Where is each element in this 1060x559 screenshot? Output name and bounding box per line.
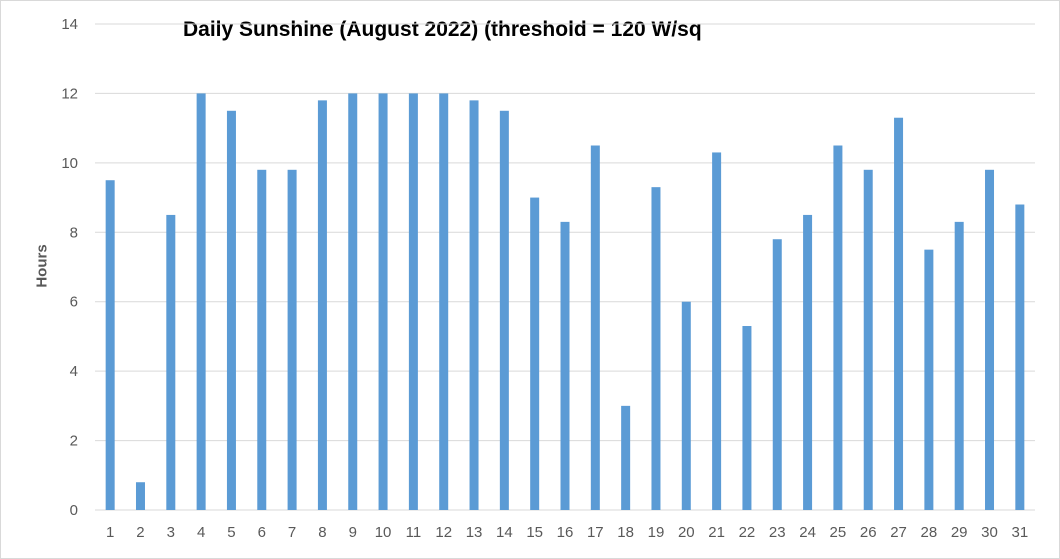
x-tick-label: 18 bbox=[617, 524, 634, 541]
x-tick-label: 27 bbox=[890, 524, 907, 541]
x-tick-label: 30 bbox=[981, 524, 998, 541]
x-tick-label: 13 bbox=[466, 524, 483, 541]
bar bbox=[348, 93, 358, 510]
x-tick-label: 24 bbox=[799, 524, 816, 541]
bar bbox=[439, 93, 449, 510]
x-tick-label: 15 bbox=[526, 524, 543, 541]
y-tick-label: 4 bbox=[70, 363, 78, 380]
y-tick-label: 10 bbox=[61, 155, 78, 172]
bar bbox=[954, 221, 964, 510]
x-tick-label: 8 bbox=[318, 524, 326, 541]
x-tick-label: 10 bbox=[375, 524, 392, 541]
x-tick-label: 14 bbox=[496, 524, 513, 541]
bar bbox=[560, 221, 570, 510]
y-tick-label: 12 bbox=[61, 85, 78, 102]
bar bbox=[833, 145, 843, 510]
x-tick-label: 9 bbox=[349, 524, 357, 541]
bar bbox=[803, 214, 813, 510]
bar bbox=[469, 100, 479, 510]
x-tick-label: 3 bbox=[167, 524, 175, 541]
x-tick-label: 5 bbox=[227, 524, 235, 541]
bar bbox=[621, 405, 631, 510]
bar bbox=[166, 214, 176, 510]
bar bbox=[317, 100, 327, 510]
bar bbox=[105, 180, 115, 510]
bar bbox=[924, 249, 934, 510]
x-tick-label: 28 bbox=[921, 524, 938, 541]
x-tick-label: 11 bbox=[406, 524, 422, 541]
x-tick-label: 23 bbox=[769, 524, 786, 541]
bar bbox=[772, 239, 782, 510]
bar bbox=[287, 169, 297, 511]
x-tick-label: 21 bbox=[708, 524, 725, 541]
bar bbox=[196, 93, 206, 510]
y-tick-label: 0 bbox=[70, 502, 78, 519]
x-tick-label: 2 bbox=[136, 524, 144, 541]
bar bbox=[1015, 204, 1025, 510]
bar bbox=[226, 110, 236, 511]
bar bbox=[499, 110, 509, 511]
y-tick-label: 2 bbox=[70, 433, 78, 450]
bar bbox=[651, 187, 661, 510]
y-tick-label: 8 bbox=[70, 224, 78, 241]
bar bbox=[590, 145, 600, 510]
y-tick-label: 6 bbox=[70, 294, 78, 311]
bar bbox=[863, 169, 873, 511]
x-tick-label: 1 bbox=[106, 524, 114, 541]
x-tick-label: 26 bbox=[860, 524, 877, 541]
x-tick-label: 16 bbox=[557, 524, 574, 541]
bar bbox=[894, 117, 904, 510]
bar bbox=[681, 301, 691, 510]
x-tick-label: 22 bbox=[739, 524, 756, 541]
x-tick-label: 31 bbox=[1011, 524, 1028, 541]
x-tick-label: 4 bbox=[197, 524, 205, 541]
x-tick-label: 19 bbox=[648, 524, 665, 541]
bar bbox=[408, 93, 418, 510]
x-tick-label: 12 bbox=[435, 524, 452, 541]
x-tick-label: 17 bbox=[587, 524, 604, 541]
x-tick-label: 7 bbox=[288, 524, 296, 541]
x-tick-label: 25 bbox=[830, 524, 847, 541]
bar bbox=[712, 152, 722, 510]
bar bbox=[530, 197, 540, 511]
y-tick-label: 14 bbox=[61, 16, 78, 33]
bar bbox=[742, 326, 752, 510]
bar bbox=[257, 169, 267, 511]
x-tick-label: 20 bbox=[678, 524, 695, 541]
x-tick-label: 6 bbox=[258, 524, 266, 541]
bar bbox=[135, 482, 145, 510]
bar bbox=[378, 93, 388, 510]
bar bbox=[985, 169, 995, 511]
x-tick-label: 29 bbox=[951, 524, 968, 541]
